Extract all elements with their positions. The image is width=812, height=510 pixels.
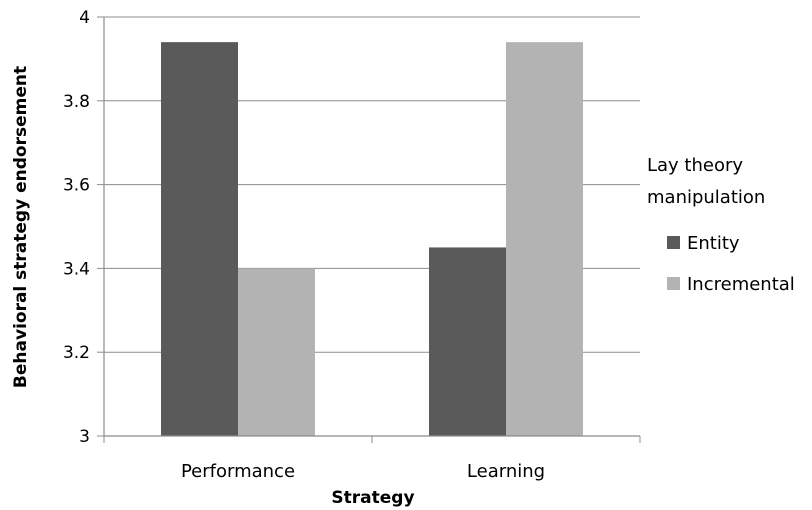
bar-entity-learning (429, 247, 506, 436)
legend: Lay theory manipulation Entity Incrementa… (647, 155, 795, 295)
bars (161, 42, 583, 436)
x-category-labels: Performance Learning (181, 461, 545, 482)
x-category-label: Performance (181, 461, 295, 482)
y-tick-label: 3.2 (63, 343, 90, 363)
bar-incremental-performance (238, 268, 315, 436)
legend-label-incremental: Incremental (687, 274, 795, 295)
bar-incremental-learning (506, 42, 583, 436)
legend-title-line-2: manipulation (647, 187, 765, 208)
legend-label-entity: Entity (687, 233, 740, 254)
bar-entity-performance (161, 42, 238, 436)
y-axis-title: Behavioral strategy endorsement (11, 66, 31, 388)
legend-swatch-entity (667, 236, 680, 249)
legend-swatch-incremental (667, 277, 680, 290)
x-category-label: Learning (467, 461, 545, 482)
y-tick-label: 3.4 (63, 259, 90, 279)
x-axis-title: Strategy (331, 488, 414, 508)
y-tick-label: 3.8 (63, 92, 90, 112)
y-tick-label: 3.6 (63, 176, 90, 196)
y-tick-label: 4 (79, 8, 90, 28)
legend-title-line-1: Lay theory (647, 155, 743, 176)
y-tick-labels: 3 3.2 3.4 3.6 3.8 4 (63, 8, 90, 447)
axes (103, 17, 641, 443)
y-tick-label: 3 (79, 427, 90, 447)
legend-items: Entity Incremental (667, 233, 795, 295)
